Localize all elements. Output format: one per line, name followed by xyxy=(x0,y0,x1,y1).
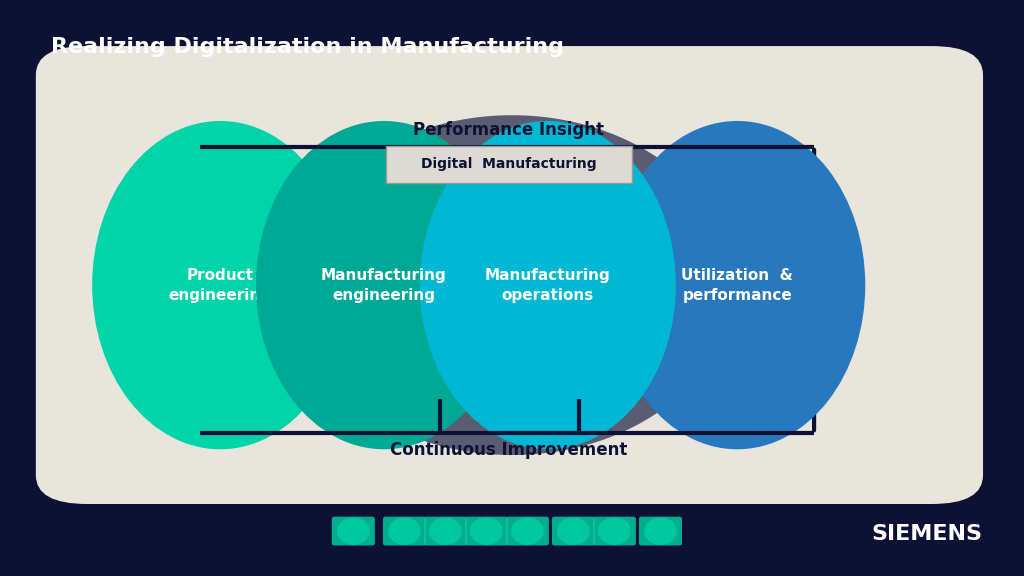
Text: Performance Insight: Performance Insight xyxy=(414,120,604,139)
Text: Digital  Manufacturing: Digital Manufacturing xyxy=(421,157,597,171)
Ellipse shape xyxy=(470,517,503,545)
Text: Product
engineering: Product engineering xyxy=(169,268,271,302)
Ellipse shape xyxy=(644,517,677,545)
Text: SIEMENS: SIEMENS xyxy=(871,524,982,544)
Text: Manufacturing
engineering: Manufacturing engineering xyxy=(322,268,446,302)
FancyBboxPatch shape xyxy=(383,517,426,545)
Ellipse shape xyxy=(92,121,348,449)
Ellipse shape xyxy=(598,517,631,545)
FancyBboxPatch shape xyxy=(386,146,632,183)
Ellipse shape xyxy=(420,121,676,449)
Ellipse shape xyxy=(388,517,421,545)
FancyBboxPatch shape xyxy=(36,46,983,504)
Ellipse shape xyxy=(337,517,370,545)
Ellipse shape xyxy=(609,121,865,449)
Ellipse shape xyxy=(256,121,512,449)
FancyBboxPatch shape xyxy=(506,517,549,545)
FancyBboxPatch shape xyxy=(552,517,595,545)
Ellipse shape xyxy=(292,115,732,455)
FancyBboxPatch shape xyxy=(332,517,375,545)
Ellipse shape xyxy=(557,517,590,545)
Ellipse shape xyxy=(511,517,544,545)
Text: Continuous Improvement: Continuous Improvement xyxy=(390,441,628,460)
Ellipse shape xyxy=(429,517,462,545)
Text: Utilization  &
performance: Utilization & performance xyxy=(681,268,794,302)
FancyBboxPatch shape xyxy=(593,517,636,545)
FancyBboxPatch shape xyxy=(639,517,682,545)
FancyBboxPatch shape xyxy=(465,517,508,545)
FancyBboxPatch shape xyxy=(424,517,467,545)
Text: Realizing Digitalization in Manufacturing: Realizing Digitalization in Manufacturin… xyxy=(51,37,564,58)
Text: Manufacturing
operations: Manufacturing operations xyxy=(485,268,610,302)
